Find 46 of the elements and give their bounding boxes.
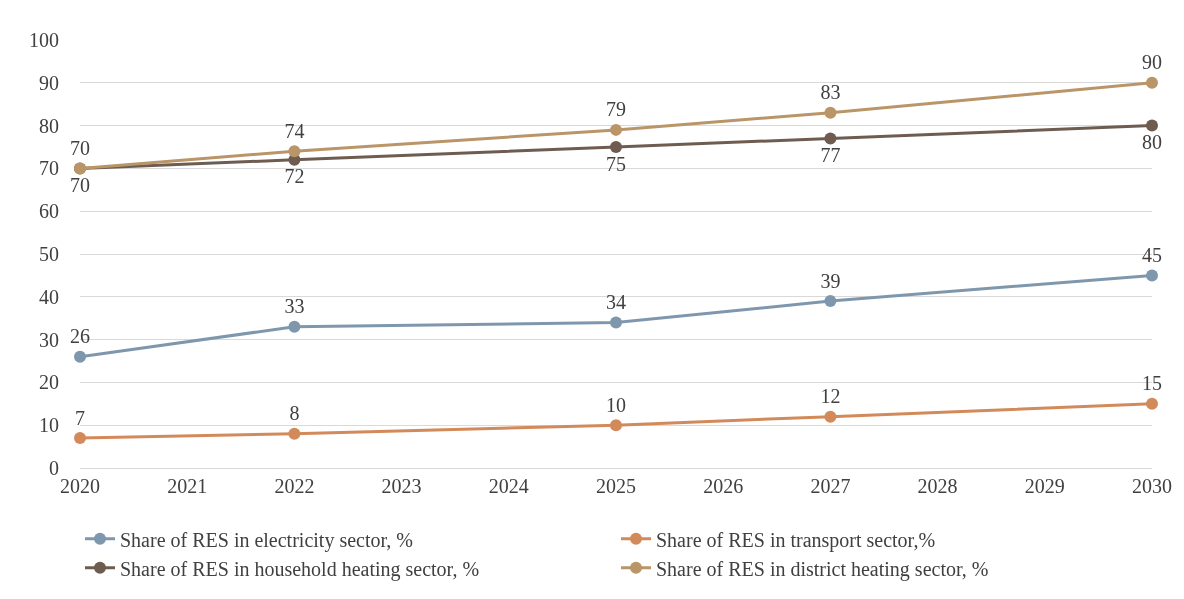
- data-label: 34: [606, 290, 626, 313]
- x-tick-label: 2028: [917, 475, 958, 497]
- y-tick-label: 30: [39, 328, 59, 351]
- y-tick-label: 70: [39, 157, 59, 180]
- y-tick-label: 90: [39, 71, 59, 94]
- x-tick-label: 2030: [1132, 475, 1172, 497]
- data-label: 39: [820, 269, 841, 292]
- data-label: 26: [70, 325, 90, 348]
- data-label: 80: [1142, 131, 1162, 154]
- y-tick-label: 10: [39, 414, 59, 437]
- data-label: 83: [820, 81, 841, 104]
- data-label: 12: [820, 385, 841, 408]
- data-label: 70: [70, 136, 90, 159]
- legend-label: Share of RES in transport sector,%: [656, 528, 936, 552]
- data-label: 15: [1142, 372, 1162, 395]
- data-label: 77: [820, 143, 841, 166]
- y-tick-label: 80: [39, 114, 59, 137]
- y-tick-label: 20: [39, 371, 59, 394]
- x-tick-label: 2022: [274, 475, 315, 497]
- y-tick-label: 0: [49, 457, 59, 479]
- data-label: 74: [284, 119, 305, 142]
- y-tick-label: 40: [39, 285, 59, 308]
- y-tick-label: 60: [39, 200, 59, 223]
- data-label: 7: [75, 406, 85, 429]
- data-label: 90: [1142, 51, 1162, 74]
- x-tick-label: 2021: [167, 475, 208, 497]
- x-tick-label: 2020: [60, 475, 100, 497]
- data-label: 79: [606, 98, 626, 121]
- x-tick-label: 2026: [703, 475, 744, 497]
- data-label: 10: [606, 393, 626, 416]
- data-label: 45: [1142, 243, 1162, 266]
- x-tick-label: 2029: [1024, 475, 1065, 497]
- y-tick-label: 50: [39, 243, 59, 265]
- legend-label: Share of RES in district heating sector, %: [656, 557, 989, 581]
- data-label: 8: [289, 402, 300, 425]
- x-tick-label: 2023: [381, 475, 422, 497]
- y-tick-label: 100: [29, 29, 59, 51]
- data-label: 75: [606, 152, 626, 175]
- data-label: 33: [284, 295, 305, 318]
- x-tick-label: 2025: [596, 475, 636, 497]
- x-tick-label: 2024: [488, 475, 529, 497]
- data-label: 72: [284, 165, 305, 188]
- data-label: 70: [70, 173, 90, 196]
- legend-label: Share of RES in household heating sector, %: [120, 557, 480, 581]
- x-tick-label: 2027: [810, 475, 851, 497]
- legend-label: Share of RES in electricity sector, %: [120, 528, 413, 552]
